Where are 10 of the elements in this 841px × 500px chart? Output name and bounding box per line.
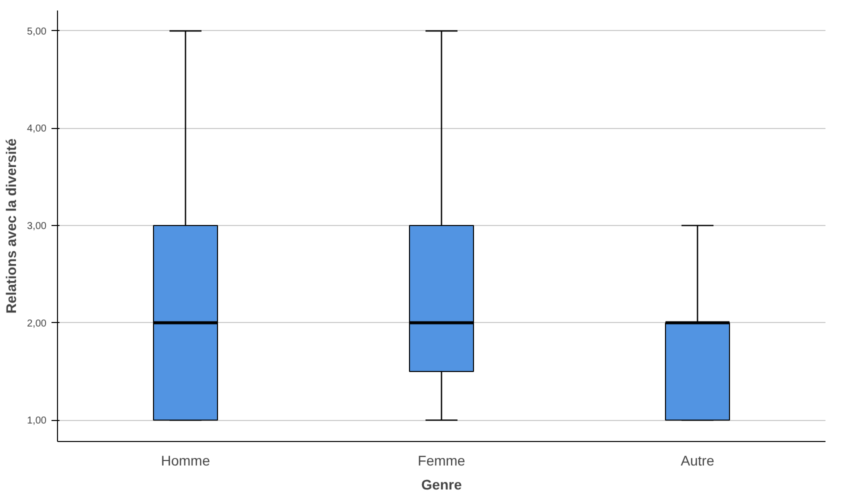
y-tick-label: 5,00	[27, 26, 47, 38]
x-tick-label: Autre	[680, 452, 714, 468]
x-tick-label: Femme	[418, 452, 466, 468]
x-axis-title: Genre	[421, 476, 462, 492]
x-tick-label: Homme	[160, 452, 210, 468]
y-tick-label: 4,00	[27, 124, 47, 135]
y-tick-label: 3,00	[27, 221, 47, 232]
y-tick-label: 2,00	[27, 318, 47, 330]
y-tick-label: 1,00	[27, 416, 47, 427]
y-axis-title: Relations avec la diversité	[3, 138, 20, 314]
